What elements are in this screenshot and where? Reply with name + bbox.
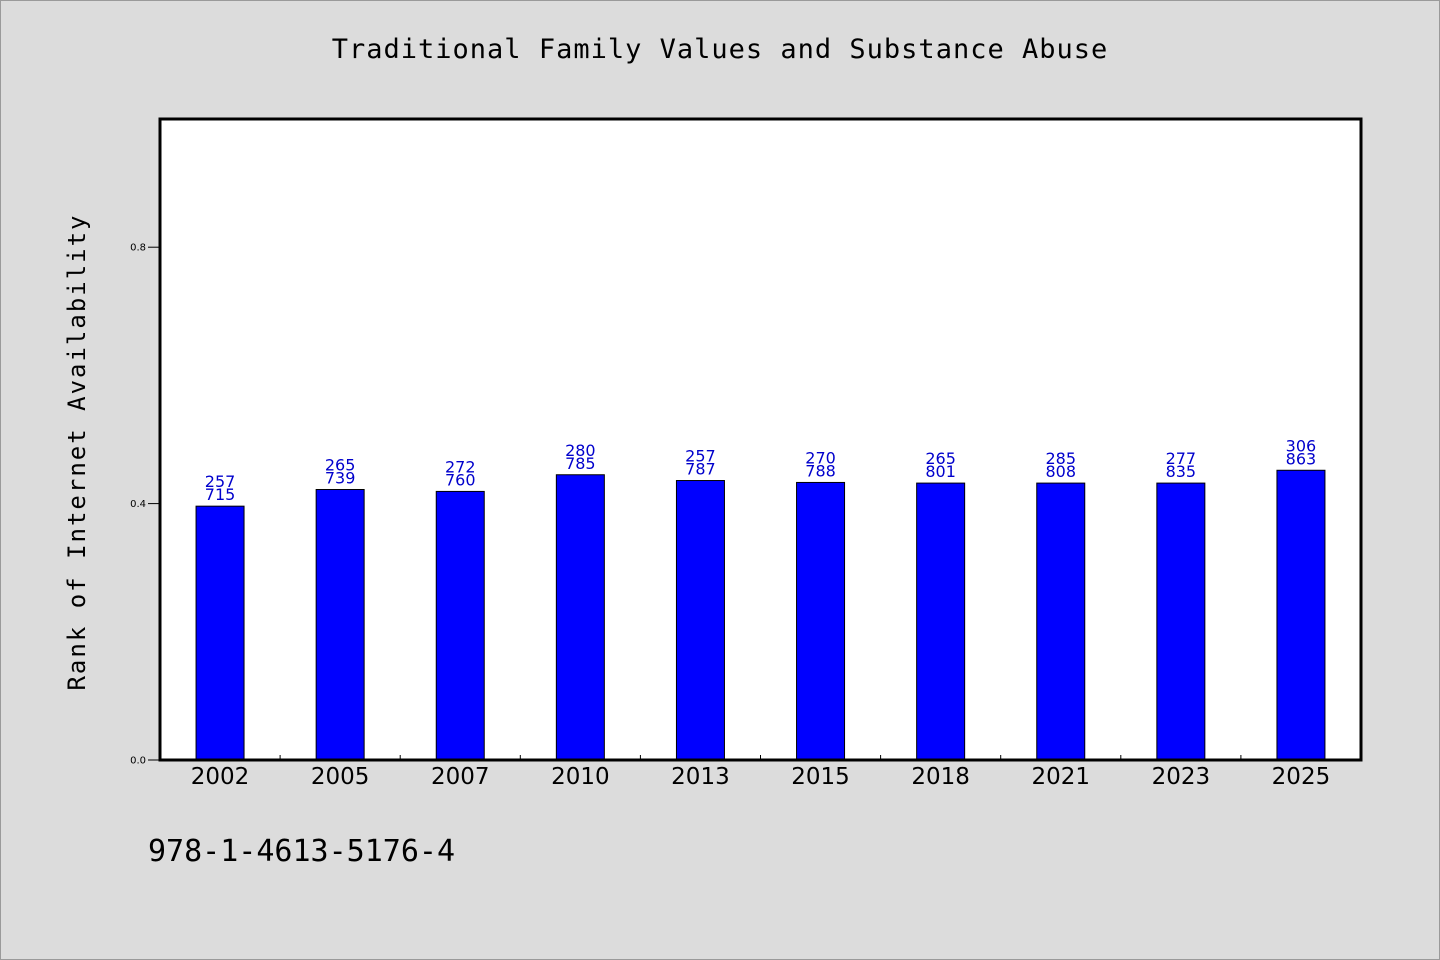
data-label-2015-2: 788 xyxy=(805,461,836,480)
data-label-2023-2: 835 xyxy=(1166,462,1197,481)
x-tick-label-2010: 2010 xyxy=(551,764,610,790)
data-label-2013-2: 787 xyxy=(685,460,716,479)
x-tick-label-2025: 2025 xyxy=(1272,764,1331,790)
data-label-2015-1: 270 xyxy=(805,448,836,467)
data-label-2021-1: 285 xyxy=(1045,449,1076,468)
data-label-2025-1: 306 xyxy=(1286,436,1317,455)
bar-2013 xyxy=(675,480,725,761)
x-tick-label-2021: 2021 xyxy=(1031,764,1090,790)
labels-layer: 2002257715200526573920072727602010280785… xyxy=(130,243,1330,790)
plot-border xyxy=(158,117,1363,762)
y-tick-label: 0.4 xyxy=(130,499,146,510)
data-label-2023-1: 277 xyxy=(1166,449,1197,468)
data-label-2018-2: 801 xyxy=(925,462,956,481)
y-tick-label: 0.0 xyxy=(130,756,146,767)
bar-2007 xyxy=(435,490,485,761)
bar-2025 xyxy=(1276,469,1326,761)
data-label-2025-2: 863 xyxy=(1286,449,1317,468)
bar-2015 xyxy=(796,481,846,761)
bar-2018 xyxy=(916,482,966,761)
x-tick-label-2005: 2005 xyxy=(311,764,370,790)
x-tick-label-2002: 2002 xyxy=(191,764,250,790)
x-tick-label-2015: 2015 xyxy=(791,764,850,790)
x-tick-label-2023: 2023 xyxy=(1152,764,1211,790)
data-label-2007-1: 272 xyxy=(445,457,476,476)
data-label-2005-2: 739 xyxy=(325,468,356,487)
data-label-2002-2: 715 xyxy=(205,485,236,504)
data-label-2013-1: 257 xyxy=(685,447,716,466)
data-label-2021-2: 808 xyxy=(1045,462,1076,481)
ticks-layer xyxy=(148,246,1242,761)
bar-2005 xyxy=(315,488,365,761)
chart-title: Traditional Family Values and Substance … xyxy=(331,34,1109,65)
x-tick-label-2013: 2013 xyxy=(671,764,730,790)
data-label-2010-2: 785 xyxy=(565,454,596,473)
bars-layer xyxy=(195,469,1326,761)
data-label-2002-1: 257 xyxy=(205,472,236,491)
bar-2010 xyxy=(555,474,605,761)
footnote-isbn: 978-1-4613-5176-4 xyxy=(148,834,456,869)
data-label-2018-1: 265 xyxy=(925,449,956,468)
data-label-2007-2: 760 xyxy=(445,470,476,489)
data-label-2005-1: 265 xyxy=(325,455,356,474)
bar-2002 xyxy=(195,505,245,761)
x-tick-label-2007: 2007 xyxy=(431,764,490,790)
bar-2023 xyxy=(1156,482,1206,761)
x-tick-label-2018: 2018 xyxy=(911,764,970,790)
bar-2021 xyxy=(1036,482,1086,761)
y-tick-label: 0.8 xyxy=(130,243,146,254)
data-label-2010-1: 280 xyxy=(565,441,596,460)
